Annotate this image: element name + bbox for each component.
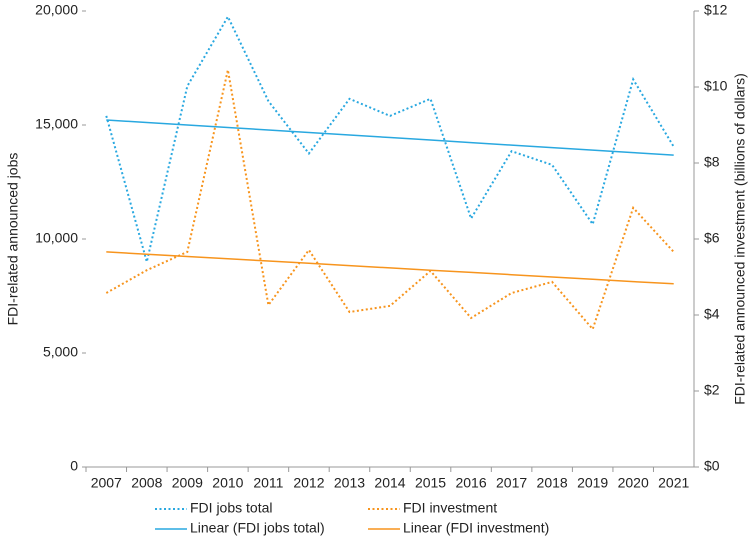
x-tick-label: 2008 [131,475,162,491]
x-tick-label: 2014 [374,475,405,491]
x-tick-label: 2019 [577,475,608,491]
y-tick-label: 15,000 [35,116,78,132]
y2-tick-label: $4 [704,306,720,322]
y2-tick-label: $12 [704,2,728,18]
y-axis-label: FDI-related announced jobs [5,153,21,326]
x-tick-label: 2020 [618,475,649,491]
x-tick-label: 2017 [496,475,527,491]
legend-label: FDI jobs total [190,500,272,516]
y2-tick-label: $10 [704,78,728,94]
legend-label: FDI investment [403,500,497,516]
x-tick-label: 2012 [293,475,324,491]
x-tick-label: 2021 [658,475,689,491]
x-tick-label: 2018 [537,475,568,491]
y-tick-label: 5,000 [43,344,78,360]
legend-label: Linear (FDI investment) [403,520,549,536]
x-tick-label: 2007 [91,475,122,491]
series-line [105,69,675,332]
y2-tick-label: $2 [704,382,720,398]
y-tick-label: 0 [70,458,78,474]
y2-axis-label: FDI-related announced investment (billio… [732,73,748,405]
y2-tick-label: $8 [704,154,720,170]
legend-label: Linear (FDI jobs total) [190,520,325,536]
series-line [106,251,674,285]
y2-tick-label: $6 [704,230,720,246]
y2-tick-label: $0 [704,458,720,474]
y-tick-label: 10,000 [35,230,78,246]
x-tick-label: 2016 [455,475,486,491]
series-line [106,119,674,156]
x-tick-label: 2010 [212,475,243,491]
x-tick-label: 2015 [415,475,446,491]
x-tick-label: 2009 [172,475,203,491]
series-line [105,14,675,263]
x-tick-label: 2011 [253,475,283,491]
y-tick-label: 20,000 [35,2,78,18]
x-tick-label: 2013 [334,475,365,491]
